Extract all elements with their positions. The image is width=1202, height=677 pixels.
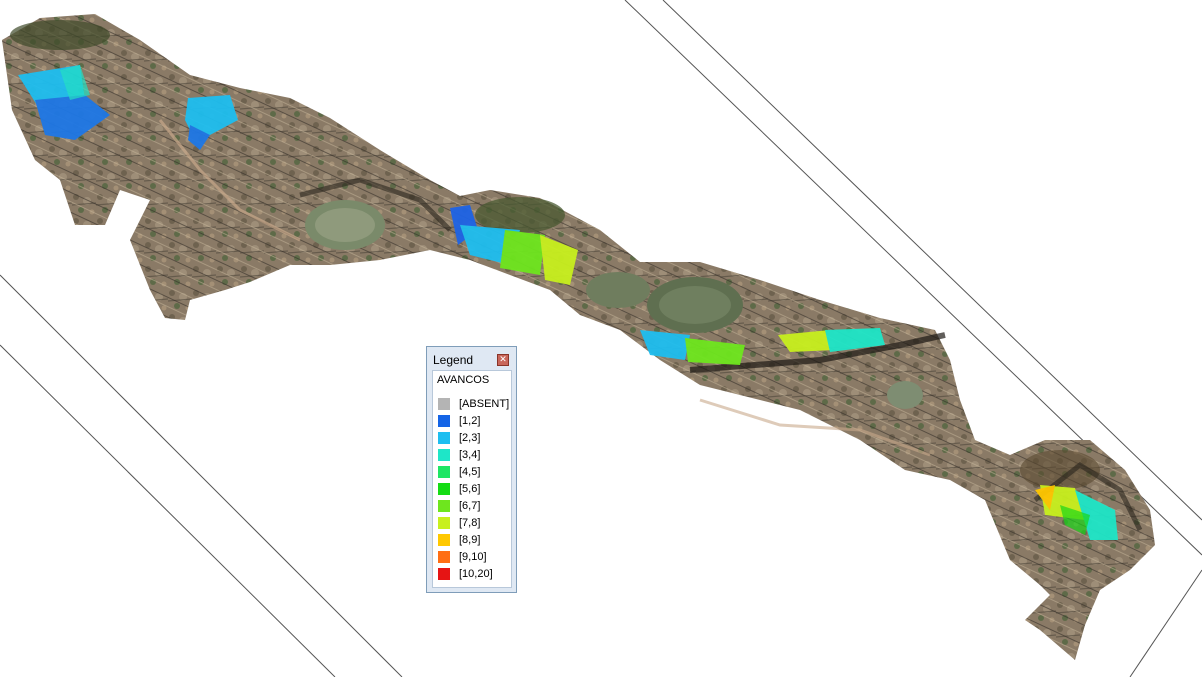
legend-item: [4,5] xyxy=(438,465,512,479)
legend-body: AVANCOS [ABSENT] [1,2] [2,3] [3,4] [4,5] [5,6… xyxy=(432,370,512,588)
legend-swatch xyxy=(438,551,450,563)
close-icon[interactable]: ✕ xyxy=(497,354,509,366)
legend-item-label: [2,3] xyxy=(459,432,481,444)
legend-title: Legend xyxy=(433,353,474,367)
legend-item: [2,3] xyxy=(438,431,512,445)
legend-item: [5,6] xyxy=(438,482,512,496)
legend-item-label: [ABSENT] xyxy=(459,398,510,410)
legend-swatch xyxy=(438,415,450,427)
legend-item-label: [5,6] xyxy=(459,483,481,495)
legend-item: [3,4] xyxy=(438,448,512,462)
legend-item-label: [9,10] xyxy=(459,551,487,563)
legend-swatch xyxy=(438,500,450,512)
legend-swatch xyxy=(438,568,450,580)
mine-terrain xyxy=(2,14,1155,660)
legend-item-label: [8,9] xyxy=(459,534,481,546)
legend-item-label: [10,20] xyxy=(459,568,493,580)
legend-item: [7,8] xyxy=(438,516,512,530)
legend-titlebar[interactable]: Legend ✕ xyxy=(427,347,516,369)
legend-swatch xyxy=(438,449,450,461)
legend-item: [1,2] xyxy=(438,414,512,428)
legend-swatch xyxy=(438,534,450,546)
legend-item: [9,10] xyxy=(438,550,512,564)
legend-item-label: [1,2] xyxy=(459,415,481,427)
advance-zones xyxy=(18,65,1118,540)
legend-item-label: [4,5] xyxy=(459,466,481,478)
legend-item: [6,7] xyxy=(438,499,512,513)
legend-item: [8,9] xyxy=(438,533,512,547)
legend-item-label: [6,7] xyxy=(459,500,481,512)
legend-swatch xyxy=(438,517,450,529)
legend-item: [10,20] xyxy=(438,567,512,581)
legend-item: [ABSENT] xyxy=(438,397,512,411)
legend-swatch xyxy=(438,398,450,410)
legend-panel[interactable]: Legend ✕ AVANCOS [ABSENT] [1,2] [2,3] [3,4]… xyxy=(426,346,517,593)
legend-swatch xyxy=(438,483,450,495)
legend-item-label: [3,4] xyxy=(459,449,481,461)
legend-item-label: [7,8] xyxy=(459,517,481,529)
legend-layer-name: AVANCOS xyxy=(437,374,490,386)
legend-swatch xyxy=(438,432,450,444)
legend-swatch xyxy=(438,466,450,478)
